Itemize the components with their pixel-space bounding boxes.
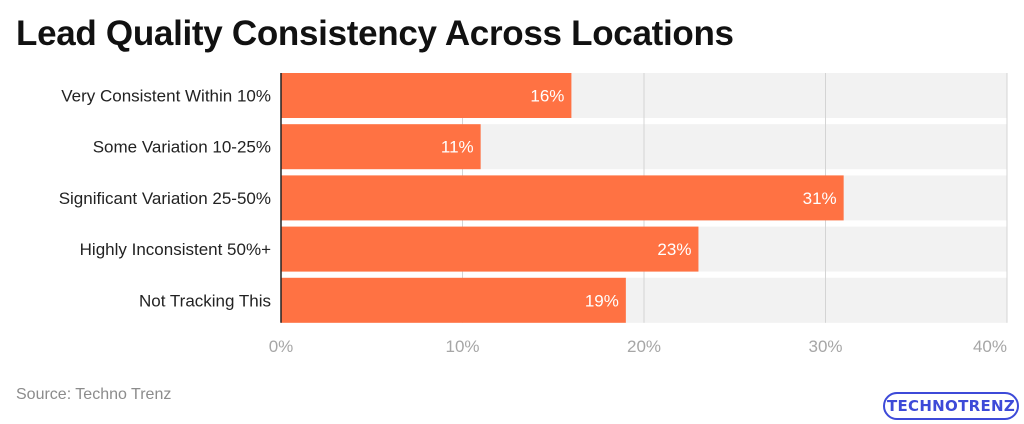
category-label: Not Tracking This <box>139 291 271 310</box>
bar-value-label: 16% <box>530 87 564 106</box>
bar <box>281 175 844 221</box>
bar <box>281 124 481 170</box>
x-tick-label: 30% <box>808 337 842 356</box>
bar-value-label: 19% <box>585 291 619 310</box>
bar-value-label: 11% <box>441 138 474 157</box>
x-tick-label: 20% <box>627 337 661 356</box>
category-label: Highly Inconsistent 50%+ <box>80 240 271 259</box>
bar-chart: 16% Very Consistent Within 10% 11% Some Var… <box>59 73 1008 356</box>
category-label: Significant Variation 25-50% <box>59 189 271 208</box>
bar <box>281 73 572 118</box>
bar-value-label: 31% <box>803 189 837 208</box>
chart-title: Lead Quality Consistency Across Location… <box>16 14 734 53</box>
source-note: Source: Techno Trenz <box>16 386 172 403</box>
category-label: Very Consistent Within 10% <box>61 87 271 106</box>
x-tick-label: 0% <box>269 337 294 356</box>
x-tick-label: 10% <box>445 337 479 356</box>
technotrenz-logo: TECHNOTRENZ <box>883 392 1019 420</box>
bar <box>281 226 699 272</box>
bar <box>281 277 626 323</box>
category-label: Some Variation 10-25% <box>93 138 271 157</box>
x-tick-label: 40% <box>973 337 1007 356</box>
logo-text: TECHNOTRENZ <box>886 397 1016 415</box>
bar-value-label: 23% <box>657 240 691 259</box>
